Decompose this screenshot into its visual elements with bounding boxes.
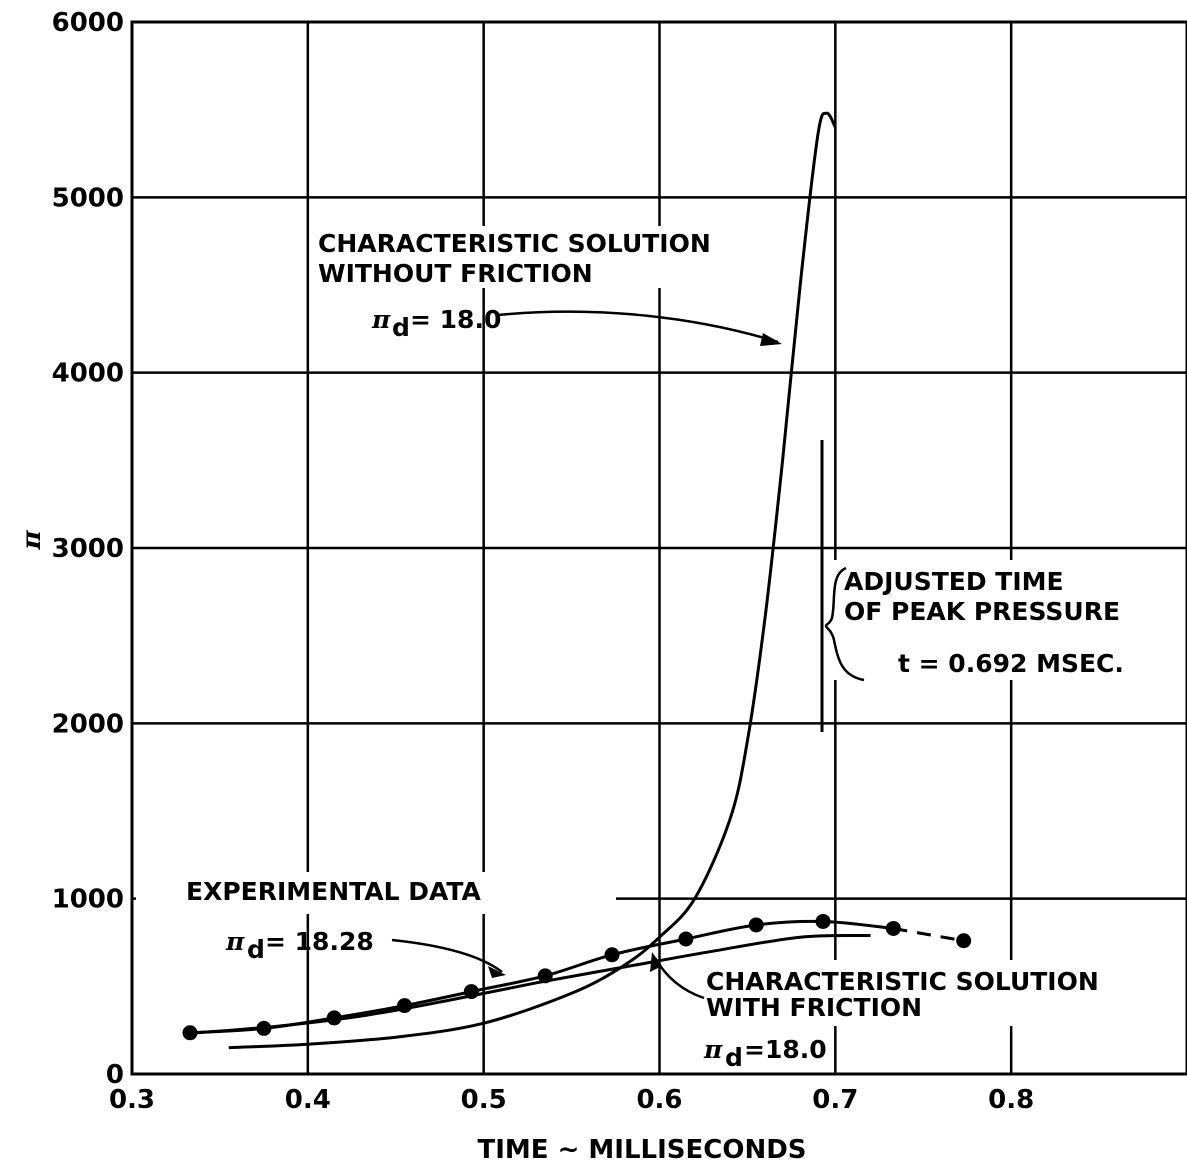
x-tick-label: 0.6 [636, 1085, 682, 1115]
experimental-data-point [397, 998, 413, 1014]
friction-label-bg [698, 960, 1134, 1026]
peak-time-label-line1: ADJUSTED TIME [844, 567, 1064, 596]
experimental-label-bg [136, 872, 616, 914]
friction-pi-value: =18.0 [744, 1035, 827, 1064]
y-tick-labels: 0 1000 2000 3000 4000 5000 6000 [52, 8, 124, 1090]
series-experimental-data-extension [893, 926, 964, 943]
y-tick-label: 5000 [52, 183, 124, 213]
experimental-data-point [956, 933, 972, 949]
x-tick-label: 0.8 [988, 1085, 1034, 1115]
no-friction-pi-symbol: π [371, 305, 391, 334]
no-friction-leader [497, 310, 779, 344]
experimental-data-point [256, 1020, 272, 1036]
friction-leader [653, 957, 705, 1000]
experimental-points [182, 913, 972, 1041]
peak-time-value: t = 0.692 MSEC. [898, 649, 1124, 678]
no-friction-label-line2: WITHOUT FRICTION [318, 259, 593, 288]
experimental-data-point [604, 947, 620, 963]
friction-label-line2: WITH FRICTION [706, 993, 922, 1022]
y-tick-label: 6000 [52, 8, 124, 38]
experimental-data-point [815, 913, 831, 929]
no-friction-label-line1: CHARACTERISTIC SOLUTION [318, 229, 711, 258]
x-tick-label: 0.5 [461, 1085, 507, 1115]
experimental-data-point [885, 920, 901, 936]
y-tick-label: 2000 [52, 709, 124, 739]
plot-frame [130, 20, 1187, 1076]
experimental-data-point [463, 984, 479, 1000]
x-tick-label: 0.4 [285, 1085, 331, 1115]
no-friction-pi-value: = 18.0 [410, 305, 501, 334]
friction-pi-subscript: d [725, 1043, 743, 1072]
friction-pi-symbol: π [703, 1035, 723, 1064]
y-tick-label: 1000 [52, 885, 124, 915]
x-tick-label: 0.3 [109, 1085, 155, 1115]
y-tick-label: 0 [106, 1060, 124, 1090]
peak-time-label-bg [833, 560, 1163, 680]
experimental-data-point [748, 917, 764, 933]
experimental-data-point [537, 968, 553, 984]
grid [132, 22, 1187, 1074]
experimental-data-point [326, 1010, 342, 1026]
experimental-pi-symbol: π [225, 927, 245, 956]
no-friction-pi-subscript: d [392, 313, 410, 342]
x-axis-label: TIME ∼ MILLISECONDS [477, 1135, 806, 1165]
experimental-pi-subscript: d [247, 935, 265, 964]
friction-label-line1: CHARACTERISTIC SOLUTION [706, 967, 1099, 996]
no-friction-arrowhead [760, 333, 782, 346]
friction-arrowhead [650, 952, 662, 972]
experimental-arrowhead [488, 966, 506, 978]
experimental-data-point [182, 1025, 198, 1041]
series-without-friction [228, 111, 837, 1050]
y-tick-label: 4000 [52, 359, 124, 389]
y-axis-label: π [17, 530, 47, 551]
x-tick-labels: 0.3 0.4 0.5 0.6 0.7 0.8 [109, 1085, 1034, 1115]
y-tick-label: 3000 [52, 534, 124, 564]
experimental-leader [391, 938, 503, 973]
experimental-pi-value: = 18.28 [265, 927, 374, 956]
experimental-label: EXPERIMENTAL DATA [186, 877, 482, 906]
experimental-data-point [678, 931, 694, 947]
peak-time-brace [824, 566, 865, 682]
peak-time-label-line2: OF PEAK PRESSURE [844, 597, 1120, 626]
no-friction-label-bg [312, 226, 752, 288]
x-tick-label: 0.7 [812, 1085, 858, 1115]
